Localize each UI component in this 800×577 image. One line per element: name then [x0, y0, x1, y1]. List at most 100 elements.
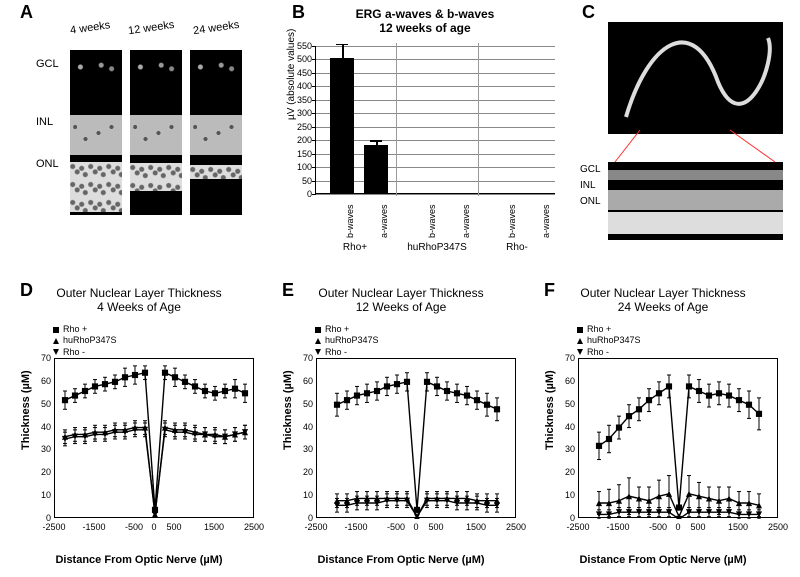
panel-f-legend: Rho +huRhoP347SRho -	[576, 324, 641, 358]
ytick: 40	[298, 422, 313, 432]
panel-b-xlabel: a-waves	[461, 204, 471, 238]
panel-b-xlabel: b-waves	[345, 204, 355, 238]
panel-b-title: ERG a-waves & b-waves 12 weeks of age	[280, 8, 570, 36]
panel-b-ytick: 500	[286, 54, 312, 64]
ytick: 60	[560, 376, 575, 386]
xtick: 2500	[768, 522, 788, 532]
xtick: 0	[675, 522, 680, 532]
panel-b-title1: ERG a-waves & b-waves	[356, 7, 495, 21]
legend-item: Rho -	[576, 347, 641, 358]
xtick: 500	[166, 522, 181, 532]
panel-b-ytick: 450	[286, 68, 312, 78]
legend-label: Rho -	[63, 347, 85, 358]
xtick: 2500	[244, 522, 264, 532]
panel-a-timepoint: 4 weeks	[69, 19, 111, 37]
legend-label: huRhoP347S	[63, 335, 117, 346]
legend-label: Rho +	[587, 324, 611, 335]
xtick: 1500	[466, 522, 486, 532]
panel-a-timepoint: 12 weeks	[128, 19, 176, 37]
legend-item: Rho -	[314, 347, 379, 358]
xtick: -500	[125, 522, 143, 532]
ytick: 30	[560, 444, 575, 454]
ytick: 70	[36, 353, 51, 363]
panel-c-layer-labels: GCLINLONL	[580, 162, 601, 210]
ytick: 50	[298, 399, 313, 409]
legend-item: Rho -	[52, 347, 117, 358]
ytick: 30	[36, 444, 51, 454]
ytick: 20	[36, 467, 51, 477]
panel-b-ytick: 0	[286, 189, 312, 199]
xtick: -500	[649, 522, 667, 532]
ytick: 40	[36, 422, 51, 432]
legend-item: Rho +	[576, 324, 641, 335]
panel-b-plot: 050100150200250300350400450500550	[315, 46, 555, 194]
panel-b-ytick: 150	[286, 149, 312, 159]
legend-item: huRhoP347S	[314, 335, 379, 346]
panel-b-ytick: 250	[286, 122, 312, 132]
ytick: 70	[560, 353, 575, 363]
panel-b-ytick: 350	[286, 95, 312, 105]
panel-a-timepoint: 24 weeks	[192, 19, 240, 37]
panel-b-bar	[330, 58, 354, 193]
panel-b-xlabel: b-waves	[427, 204, 437, 238]
panel-c-redlines-svg	[580, 8, 785, 248]
ytick: 60	[36, 376, 51, 386]
xtick: -1500	[606, 522, 629, 532]
panel-c-layer-label: INL	[580, 178, 601, 194]
legend-label: Rho +	[63, 324, 87, 335]
panel-f-xlabel: Distance From Optic Nerve (µM)	[538, 554, 788, 566]
panel-f-chart: Outer Nuclear Layer Thickness24 Weeks of…	[538, 280, 788, 570]
xtick: 1500	[204, 522, 224, 532]
legend-label: huRhoP347S	[325, 335, 379, 346]
panel-b-group-label: huRhoP347S	[397, 242, 477, 253]
panel-c-images: GCLINLONL	[580, 8, 785, 248]
panel-e-title: Outer Nuclear Layer Thickness12 Weeks of…	[276, 286, 526, 315]
panel-f-title: Outer Nuclear Layer Thickness24 Weeks of…	[538, 286, 788, 315]
panel-b-ytick: 200	[286, 135, 312, 145]
panel-d-chart: Outer Nuclear Layer Thickness4 Weeks of …	[14, 280, 264, 570]
xtick: 0	[151, 522, 156, 532]
panel-a-histology: 4 weeks12 weeks24 weeks GCLINLONL	[20, 8, 270, 238]
legend-item: huRhoP347S	[52, 335, 117, 346]
legend-label: Rho +	[325, 324, 349, 335]
panel-b-ytick: 550	[286, 41, 312, 51]
panel-b-ytick: 400	[286, 81, 312, 91]
panel-b-group-label: Rho-	[479, 242, 555, 253]
xtick: 1500	[728, 522, 748, 532]
legend-label: Rho -	[587, 347, 609, 358]
panel-d-xlabel: Distance From Optic Nerve (µM)	[14, 554, 264, 566]
legend-label: huRhoP347S	[587, 335, 641, 346]
xtick: 500	[428, 522, 443, 532]
panel-f-plot	[578, 358, 778, 518]
panel-b-ytick: 300	[286, 108, 312, 118]
panel-c-layer-label: GCL	[580, 162, 601, 178]
panel-d-plot	[54, 358, 254, 518]
panel-f-ylabel: Thickness (µM)	[544, 370, 556, 450]
panel-b-barchart: ERG a-waves & b-waves 12 weeks of age µV…	[280, 8, 570, 258]
panel-d-ylabel: Thickness (µM)	[20, 370, 32, 450]
panel-c-layer-label: ONL	[580, 194, 601, 210]
ytick: 10	[36, 490, 51, 500]
panel-a-layer-label: ONL	[36, 158, 59, 170]
panel-a-histo-img	[70, 50, 122, 215]
panel-a-images	[70, 50, 242, 215]
ytick: 60	[298, 376, 313, 386]
xtick: -2500	[566, 522, 589, 532]
panel-e-plot	[316, 358, 516, 518]
panel-d-title: Outer Nuclear Layer Thickness4 Weeks of …	[14, 286, 264, 315]
panel-b-xlabel: a-waves	[379, 204, 389, 238]
panel-b-bar	[364, 145, 388, 193]
panel-e-xlabel: Distance From Optic Nerve (µM)	[276, 554, 526, 566]
legend-item: Rho +	[314, 324, 379, 335]
panel-b-xlabel: a-waves	[541, 204, 551, 238]
panel-a-layer-label: GCL	[36, 58, 59, 70]
xtick: -2500	[304, 522, 327, 532]
xtick: 2500	[506, 522, 526, 532]
panel-e-legend: Rho +huRhoP347SRho -	[314, 324, 379, 358]
panel-b-xlabel: b-waves	[507, 204, 517, 238]
panel-a-histo-img	[190, 50, 242, 215]
panel-d-legend: Rho +huRhoP347SRho -	[52, 324, 117, 358]
ytick: 50	[36, 399, 51, 409]
panel-e-chart: Outer Nuclear Layer Thickness12 Weeks of…	[276, 280, 526, 570]
ytick: 20	[298, 467, 313, 477]
